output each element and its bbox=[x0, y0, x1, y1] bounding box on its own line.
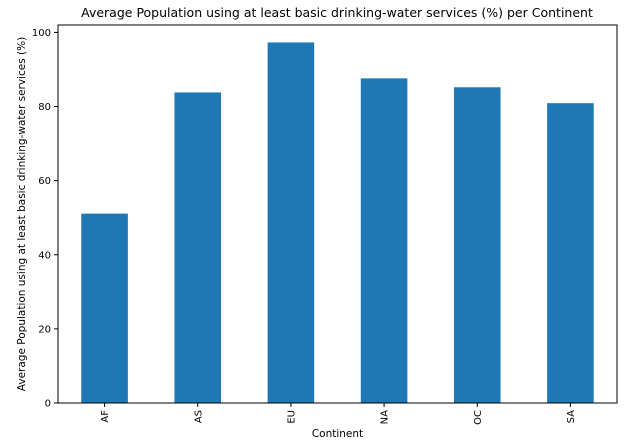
bar-oc bbox=[453, 87, 501, 404]
bars-layer bbox=[81, 42, 594, 404]
bar-as bbox=[174, 92, 222, 404]
x-axis-label: Continent bbox=[312, 428, 363, 440]
plot-frame bbox=[57, 24, 618, 404]
x-tick-label-as: AS bbox=[193, 410, 204, 423]
x-tick-label-eu: EU bbox=[286, 410, 297, 424]
x-tick-label-sa: SA bbox=[566, 410, 577, 424]
y-tick-label-60: 60 bbox=[38, 176, 51, 187]
y-tick-label-100: 100 bbox=[32, 28, 51, 39]
bar-sa bbox=[547, 103, 594, 403]
bar-na bbox=[360, 78, 408, 403]
y-tick-label-0: 0 bbox=[45, 399, 51, 410]
bar-eu bbox=[267, 42, 315, 403]
x-axis-ticks: AF AS EU NA OC SA bbox=[100, 403, 577, 425]
y-tick-label-40: 40 bbox=[38, 250, 51, 261]
bar-af bbox=[81, 213, 128, 403]
y-tick-label-20: 20 bbox=[38, 324, 51, 335]
y-axis-label: Average Population using at least basic … bbox=[16, 37, 28, 391]
y-axis-ticks: 0 20 40 60 80 100 bbox=[32, 28, 58, 410]
chart-title: Average Population using at least basic … bbox=[81, 5, 593, 20]
x-tick-label-oc: OC bbox=[473, 410, 484, 425]
x-tick-label-na: NA bbox=[380, 410, 391, 424]
y-tick-label-80: 80 bbox=[38, 102, 51, 113]
x-tick-label-af: AF bbox=[100, 410, 111, 423]
